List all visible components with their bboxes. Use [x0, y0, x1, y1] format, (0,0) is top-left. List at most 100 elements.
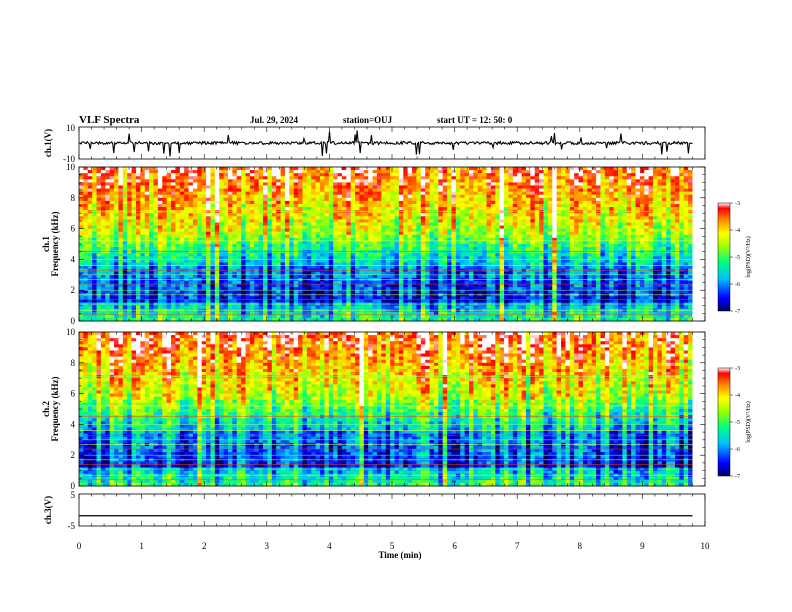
ch1-spectrogram-cell [438, 216, 444, 220]
ch1-spectrogram-cell [596, 222, 601, 227]
ch1-spectrogram-cell [398, 213, 404, 217]
ch1-spectrogram-cell [644, 244, 650, 248]
ch1-spectrogram-cell [254, 200, 260, 205]
ch1-spectrogram-cell [363, 219, 369, 223]
ch1-spectrogram-cell [495, 262, 501, 267]
ch1-spectrogram-cell [517, 222, 523, 227]
ch1-spectrogram-cell [192, 234, 198, 239]
ch1-spectrogram-cell [530, 179, 536, 183]
ch1-spectrogram-cell [525, 271, 531, 276]
ch1-spectrogram-cell [613, 240, 619, 245]
ch1-spectrogram-cell [578, 173, 584, 177]
ch1-spectrogram-cell [79, 244, 84, 248]
ch1-spectrogram-cell [341, 179, 347, 183]
ch1-spectrogram-cell [477, 225, 483, 230]
ch1-spectrogram-cell [490, 225, 496, 230]
ch1-spectrogram-cell [267, 213, 273, 217]
ch1-spectrogram-cell [355, 244, 360, 248]
ch1-spectrogram-cell [324, 234, 330, 239]
ch1-spectrogram-cell [376, 170, 382, 174]
ch1-spectrogram-cell [442, 259, 448, 263]
ch1-spectrogram-cell [622, 197, 628, 202]
ch1-spectrogram-cell [201, 225, 207, 230]
ch1-spectrogram-cell [613, 256, 619, 260]
ch1-spectrogram-cell [100, 207, 106, 211]
ch1-spectrogram-cell [149, 182, 154, 186]
ch1-spectrogram-cell [293, 262, 299, 267]
ch1-spectrogram-cell [254, 197, 260, 202]
ch1-spectrogram-cell [587, 207, 593, 211]
ch1-spectrogram-cell [289, 219, 295, 223]
ch1-spectrogram-cell [407, 228, 413, 233]
ch1-spectrogram-cell [582, 176, 588, 180]
ch1-spectrogram-cell [127, 194, 133, 199]
ch1-spectrogram-cell [184, 176, 190, 180]
ch1-spectrogram-cell [100, 244, 106, 248]
ch1-spectrogram-cell [346, 194, 352, 199]
ch1-spectrogram-cell [534, 179, 540, 183]
ch1-spectrogram-cell [320, 228, 325, 233]
ch1-spectrogram-cell [661, 179, 667, 183]
ch1-spectrogram-cell [140, 247, 146, 251]
ch1-spectrogram-cell [442, 253, 448, 257]
ch1-spectrogram-cell [114, 176, 119, 180]
ch1-spectrogram-cell [223, 271, 229, 276]
ch1-spectrogram-cell [258, 200, 264, 205]
ch1-spectrogram-cell [390, 191, 395, 196]
ch1-spectrogram-cell [153, 231, 159, 236]
ch1-spectrogram-cell [460, 228, 466, 233]
ch1-spectrogram-cell [574, 262, 580, 267]
ch1-spectrogram-cell [166, 234, 172, 239]
ch1-spectrogram-cell [403, 237, 409, 242]
ch1-spectrogram-cell [547, 244, 553, 248]
ch1-spectrogram-cell [192, 191, 198, 196]
ch1-spectrogram-cell [464, 170, 470, 174]
ch1-spectrogram-cell [127, 216, 133, 220]
ch1-spectrogram-cell [565, 176, 571, 180]
ch1-spectrogram-cell [87, 253, 93, 257]
ch1-spectrogram-cell [407, 194, 413, 199]
ch1-spectrogram-cell [280, 234, 286, 239]
ch1-spectrogram-cell [254, 219, 260, 223]
ch1-spectrogram-cell [153, 265, 159, 270]
ch1-spectrogram-cell [271, 234, 277, 239]
ch1-spectrogram-cell [438, 203, 444, 208]
ch1-spectrogram-cell [328, 188, 334, 193]
ch1-spectrogram-cell [670, 216, 676, 220]
ch1-spectrogram-cell [521, 265, 527, 270]
ch1-spectrogram-cell [223, 256, 229, 260]
ch1-spectrogram-cell [284, 182, 290, 186]
ch1-spectrogram-cell [609, 170, 615, 174]
ch1-spectrogram-cell [276, 185, 282, 190]
ch1-spectrogram-cell [263, 247, 268, 251]
ch1-spectrogram-cell [512, 271, 518, 276]
ch1-spectrogram-cell [407, 203, 413, 208]
ch1-spectrogram-cell [241, 231, 247, 236]
ch1-spectrogram-cell [530, 191, 536, 196]
ch1-waveform-line [78, 130, 693, 157]
ch1-spectrogram-cell [100, 194, 106, 199]
ch1-spectrogram-cell [79, 222, 84, 227]
ch1-spectrogram-cell [302, 247, 308, 251]
ch1-spectrogram-cell [433, 176, 439, 180]
ch1-spectrogram-cell [490, 256, 496, 260]
ch1-spectrogram-cell [617, 213, 623, 217]
ch1-spectrogram-cell [561, 185, 566, 190]
ch1-spectrogram-cell [460, 219, 466, 223]
ch1-spectrogram-cell [587, 259, 593, 263]
ch1-spectrogram-cell [670, 213, 676, 217]
ch1-spectrogram-cell [385, 256, 391, 260]
ch1-spectrogram-cell [596, 240, 601, 245]
ch1-spectrogram-cell [473, 244, 479, 248]
ch1-spectrogram-cell [407, 191, 413, 196]
ch1-spectrogram-cell [455, 247, 461, 251]
ch1-spectrogram-cell [442, 176, 448, 180]
ch1-spectrogram-cell [171, 191, 176, 196]
ch1-spectrogram-cell [372, 271, 378, 276]
ch1-spectrogram-cell [258, 262, 264, 267]
ch1-spectrogram-cell [407, 259, 413, 263]
ch1-spectrogram-cell [670, 170, 676, 174]
ch1-spectrogram-cell [210, 271, 216, 276]
ch1-spectrogram-cell [245, 185, 251, 190]
ch1-spectrogram-cell [635, 173, 641, 177]
